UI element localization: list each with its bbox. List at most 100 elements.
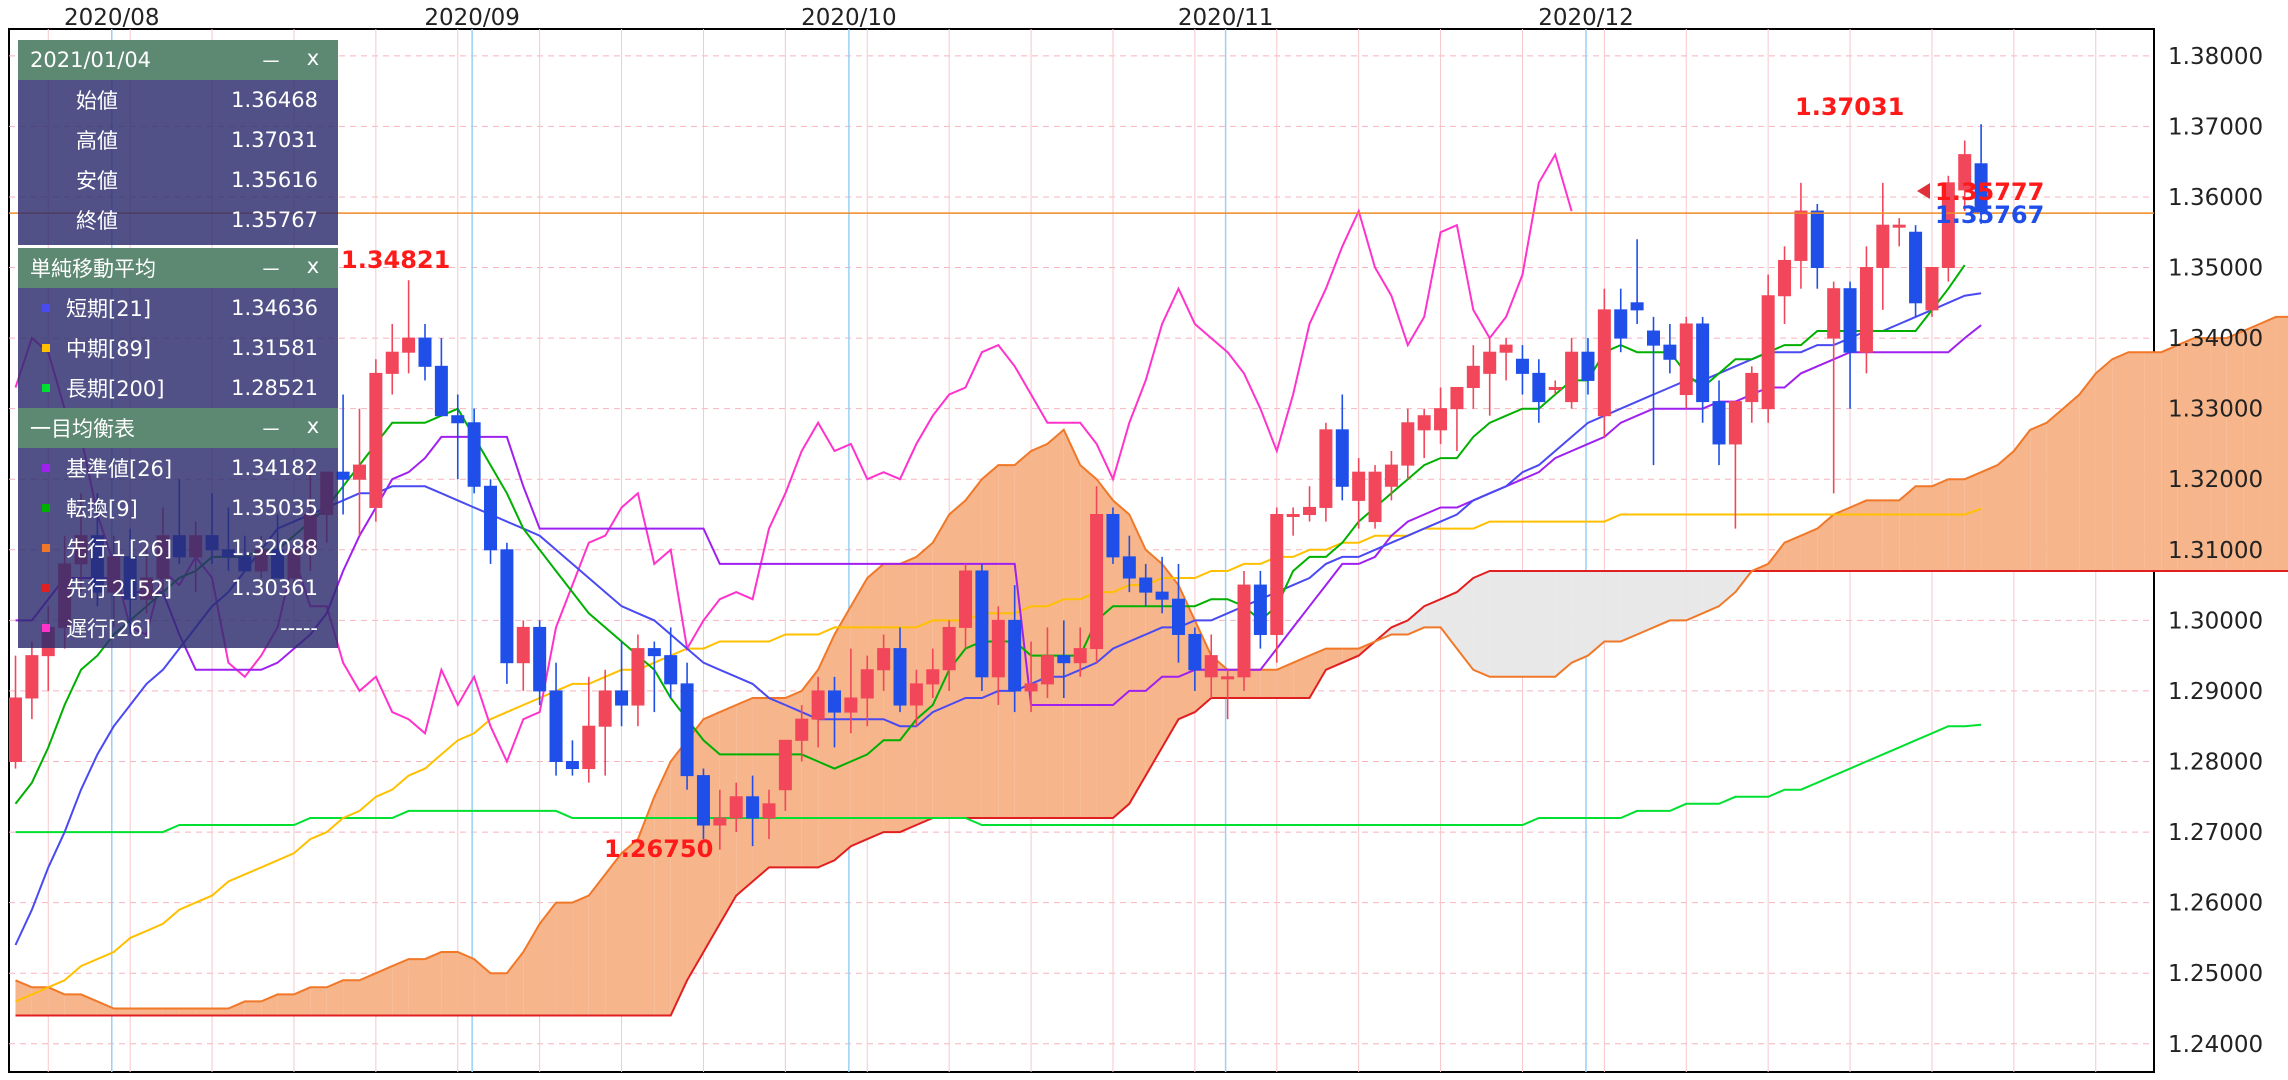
ichimoku-minimize-button[interactable]: － — [260, 418, 282, 442]
cloud-segment — [572, 895, 589, 1016]
cloud-segment — [2275, 316, 2288, 571]
ichimoku-row-chikou: 遅行[26] ----- — [18, 608, 338, 648]
candle — [1204, 634, 1218, 698]
ichimoku-close-button[interactable]: x — [306, 414, 320, 438]
candle-body — [1417, 415, 1431, 431]
x-month-label: 2020/12 — [1538, 5, 1634, 31]
ichimoku-row-tenkan: 転換[9] 1.35035 — [18, 488, 338, 528]
cloud-segment — [1702, 570, 1720, 614]
candle — [991, 606, 1005, 706]
candle-body — [9, 697, 22, 762]
candle — [369, 359, 383, 522]
candle — [1417, 408, 1431, 459]
ichimoku-value: 1.34182 — [231, 456, 318, 480]
candle-body — [647, 648, 661, 657]
candle — [975, 563, 989, 691]
cloud-segment — [736, 697, 753, 896]
candle — [844, 648, 858, 734]
candle — [942, 620, 956, 691]
ohlc-close-button[interactable]: x — [306, 46, 320, 70]
cloud-segment — [867, 563, 884, 840]
candle — [1008, 585, 1022, 713]
cloud-segment — [1653, 570, 1670, 628]
candle — [631, 634, 645, 727]
candle — [25, 641, 39, 720]
candle — [1024, 641, 1038, 713]
ichimoku-cloud — [15, 315, 2288, 1017]
candle — [549, 662, 563, 776]
candle — [9, 655, 22, 769]
candle-body — [352, 464, 366, 480]
candle-body — [1548, 386, 1562, 390]
cloud-segment — [1555, 570, 1572, 677]
ichimoku-label: 転換[9] — [66, 497, 138, 521]
candle-body — [1647, 330, 1660, 346]
candle — [1761, 274, 1775, 423]
cloud-segment — [277, 994, 294, 1016]
candle — [1139, 563, 1153, 607]
candle-body — [25, 655, 39, 699]
candle — [729, 782, 743, 833]
ohlc-row-high: 高値 1.37031 — [18, 120, 338, 160]
candle-body — [1712, 401, 1726, 445]
cloud-segment — [654, 761, 671, 1016]
candle-body — [1450, 386, 1464, 410]
sma-close-button[interactable]: x — [306, 254, 320, 278]
candle-body — [385, 351, 399, 374]
cloud-segment — [2046, 408, 2063, 571]
candle — [713, 789, 727, 850]
candle — [1270, 507, 1284, 663]
candle-body — [746, 796, 760, 819]
candle — [1188, 627, 1202, 691]
kijun-swatch — [42, 464, 50, 472]
cloud-segment — [1522, 570, 1539, 677]
candle — [1090, 486, 1104, 663]
cloud-segment — [359, 973, 376, 1016]
candle-body — [1057, 655, 1071, 664]
ohlc-minimize-button[interactable]: － — [260, 50, 282, 74]
candle-body — [1810, 210, 1824, 269]
ichimoku-label: 先行１[26] — [66, 537, 173, 561]
cloud-segment — [2128, 352, 2145, 571]
sma-row-mid: 中期[89] 1.31581 — [18, 328, 338, 368]
candle — [664, 627, 678, 698]
y-tick-label: 1.34000 — [2168, 326, 2263, 352]
sma-minimize-button[interactable]: － — [260, 258, 282, 282]
candle — [1974, 124, 1988, 225]
cloud-segment — [621, 839, 638, 1016]
cloud-segment — [97, 1001, 114, 1016]
sma-row-long: 長期[200] 1.28521 — [18, 368, 338, 408]
candle-body — [1253, 584, 1267, 635]
candle-body — [565, 760, 579, 770]
candle-body — [664, 655, 678, 685]
candle — [860, 655, 874, 727]
candle — [582, 676, 596, 783]
candle — [1728, 401, 1742, 529]
ohlc-label: 高値 — [76, 129, 118, 153]
candle-body — [500, 549, 514, 664]
candle-body — [680, 683, 694, 777]
sma-row-short: 短期[21] 1.34636 — [18, 288, 338, 328]
cloud-segment — [457, 952, 475, 1016]
cloud-segment — [2063, 394, 2080, 571]
candle — [533, 620, 547, 706]
candle-body — [1368, 471, 1382, 523]
candle — [909, 669, 923, 727]
span-a-swatch — [42, 544, 50, 552]
y-tick-label: 1.26000 — [2168, 891, 2263, 917]
cloud-segment — [883, 563, 901, 833]
candle-body — [1859, 267, 1873, 353]
candle-body — [1499, 344, 1513, 353]
candle-body — [729, 796, 743, 819]
candle-body — [1663, 344, 1677, 360]
candle — [877, 634, 891, 691]
cloud-segment — [408, 959, 425, 1016]
candle — [1810, 204, 1824, 289]
candle — [1827, 281, 1841, 494]
candle — [1450, 386, 1464, 451]
x-month-label: 2020/10 — [801, 5, 897, 31]
candle-body — [631, 648, 645, 706]
cloud-segment — [1817, 514, 1834, 571]
candle — [1909, 225, 1923, 317]
candle — [959, 563, 973, 649]
